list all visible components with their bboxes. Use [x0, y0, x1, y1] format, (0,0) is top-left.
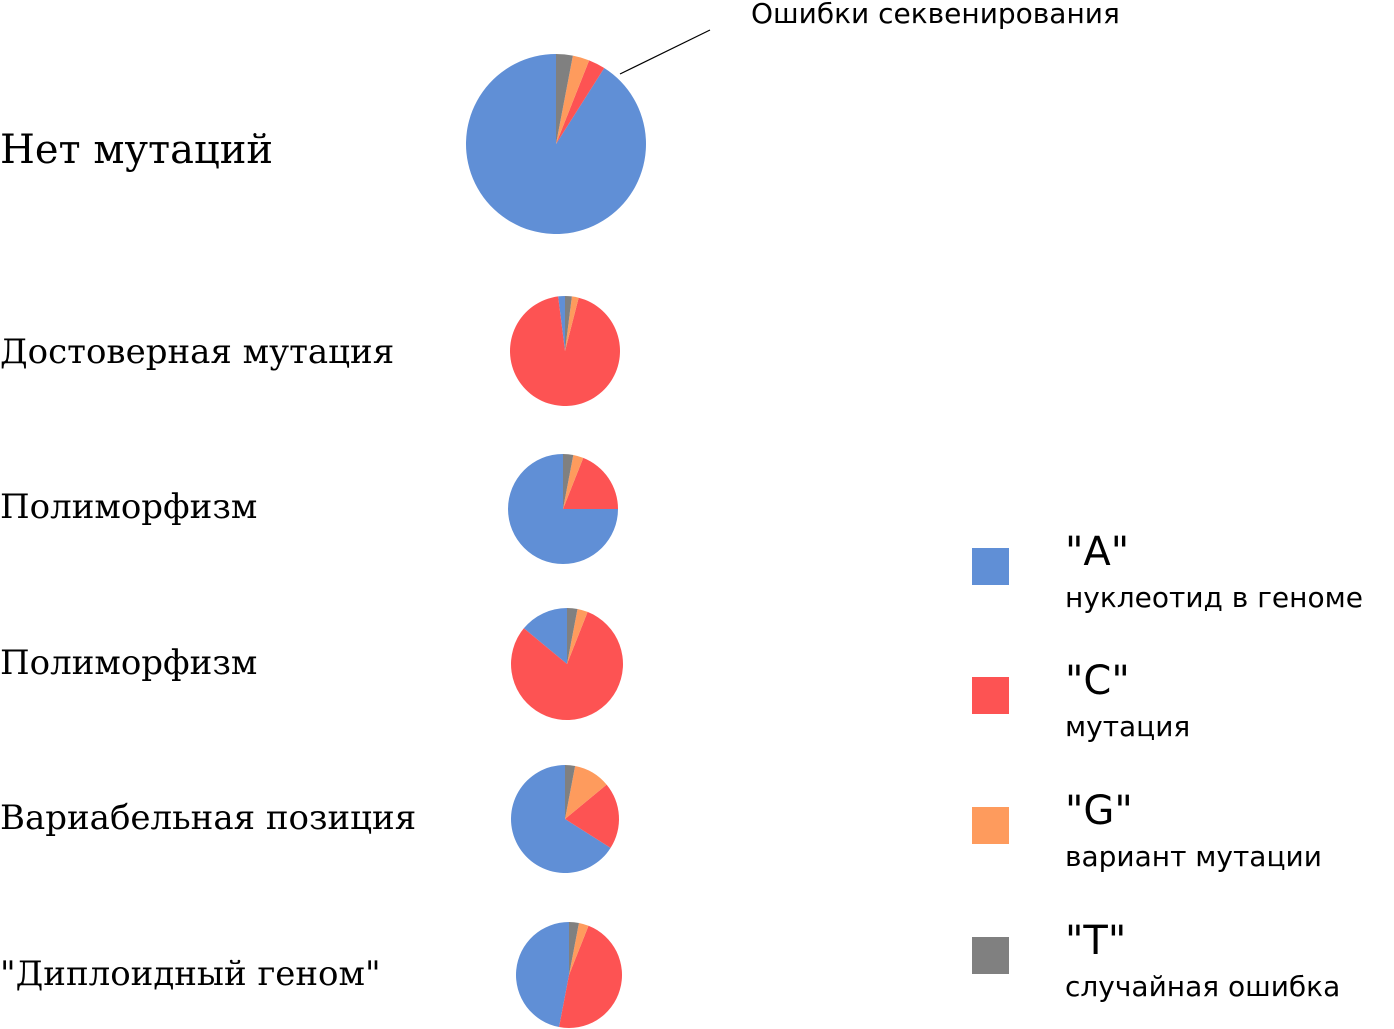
pie-label-reliable-mutation: Достоверная мутация	[0, 332, 395, 372]
legend-swatch-a	[972, 548, 1009, 585]
pie-3-slice-t	[563, 454, 574, 509]
legend-letter-g: "G"	[1065, 788, 1133, 834]
pie-4-slice-a	[523, 608, 567, 664]
pie-1-slice-c	[556, 60, 605, 145]
pie-3-slice-g	[563, 454, 584, 509]
legend-description-a: нуклеотид в геноме	[1065, 581, 1363, 614]
legend-description-c: мутация	[1065, 710, 1191, 743]
pie-label-polymorphism-1: Полиморфизм	[0, 487, 258, 527]
pie-1-slice-t	[556, 54, 573, 144]
pie-5-slice-c	[565, 784, 619, 848]
pie-3-slice-c	[563, 457, 618, 509]
legend-description-t: случайная ошибка	[1065, 970, 1341, 1003]
sequencing-errors-annotation: Ошибки секвенирования	[751, 0, 1120, 30]
legend-swatch-g	[972, 807, 1009, 844]
legend-letter-t: "T"	[1065, 918, 1127, 964]
pie-1-slice-g	[556, 55, 590, 144]
pie-2-slice-g	[565, 296, 579, 351]
legend-item-t: "T" случайная ошибка	[972, 921, 1394, 1027]
pie-6-slice-c	[559, 925, 623, 1029]
pie-label-diploid-genome: "Диплоидный геном"	[0, 954, 381, 994]
legend-item-a: "A" нуклеотид в геноме	[972, 532, 1394, 638]
legend-item-g: "G" вариант мутации	[972, 791, 1394, 897]
legend-letter-c: "C"	[1065, 658, 1130, 704]
pie-5-slice-g	[565, 765, 607, 819]
pie-label-no-mutations: Нет мутаций	[0, 127, 274, 173]
pie-6-slice-t	[569, 922, 579, 975]
legend-item-c: "C" мутация	[972, 661, 1394, 767]
pie-4-slice-t	[567, 608, 578, 664]
pie-5-slice-t	[565, 765, 576, 819]
legend-swatch-t	[972, 937, 1009, 974]
legend-description-g: вариант мутации	[1065, 840, 1322, 873]
pie-4-slice-c	[511, 611, 623, 720]
pie-2-slice-a	[558, 296, 565, 351]
pie-4-slice-g	[567, 608, 588, 664]
legend-swatch-c	[972, 677, 1009, 714]
pie-label-variable-position: Вариабельная позиция	[0, 798, 417, 838]
pie-6-slice-a	[515, 922, 569, 1028]
annotation-leader-line	[619, 29, 711, 75]
legend-letter-a: "A"	[1065, 529, 1130, 575]
pie-6-slice-g	[569, 922, 589, 975]
pie-2-slice-t	[565, 296, 572, 351]
pie-label-polymorphism-2: Полиморфизм	[0, 643, 258, 683]
pie-5-slice-a	[511, 765, 611, 873]
pie-2-slice-c	[509, 296, 620, 407]
pie-1-slice-a	[465, 54, 646, 234]
